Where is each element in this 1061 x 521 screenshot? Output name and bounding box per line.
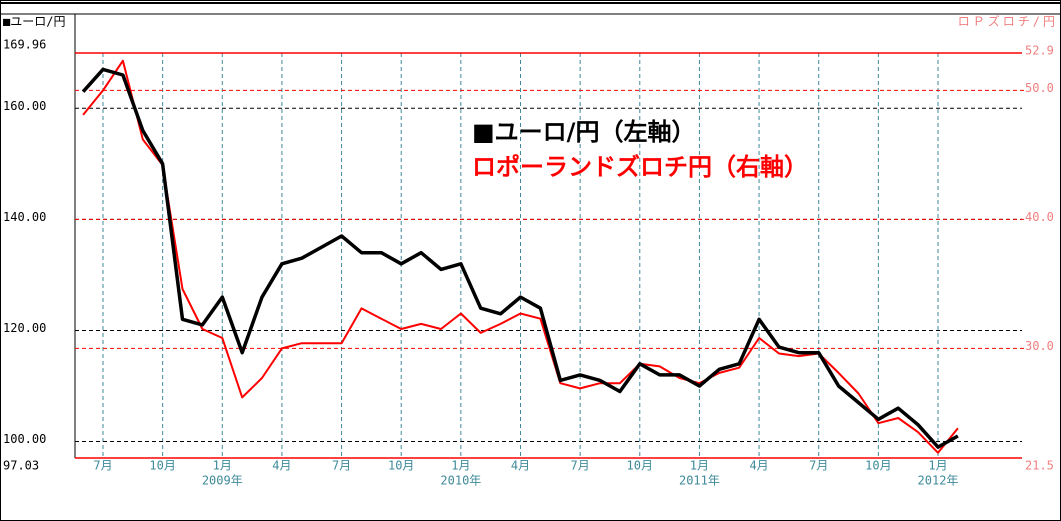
- x-tick-label: 1月: [451, 459, 470, 473]
- y2-tick-label: 30.0: [1025, 339, 1054, 353]
- x-tick-label: 4月: [749, 459, 768, 473]
- y-tick-label: 140.00: [3, 210, 46, 224]
- x-tick-label: 10月: [149, 459, 175, 473]
- x-tick-label: 7月: [332, 459, 351, 473]
- x-tick-label: 7月: [93, 459, 112, 473]
- x-tick-label: 10月: [865, 459, 891, 473]
- x-tick-label: 1月: [213, 459, 232, 473]
- y-tick-label: 169.96: [3, 38, 46, 52]
- x-tick-label: 4月: [272, 459, 291, 473]
- y-tick-label: 120.00: [3, 321, 46, 335]
- y2-tick-label: 52.9: [1025, 44, 1054, 58]
- y2-tick-label: 40.0: [1025, 210, 1054, 224]
- year-label: 2012年: [918, 474, 959, 488]
- x-tick-label: 7月: [809, 459, 828, 473]
- right-axis-title: ロＰズロチ/円: [958, 14, 1058, 29]
- y2-tick-label: 50.0: [1025, 81, 1054, 95]
- x-tick-label: 10月: [627, 459, 653, 473]
- year-label: 2010年: [440, 474, 481, 488]
- series-line: [81, 67, 959, 449]
- annotation: ■ユーロ/円（左軸）: [472, 118, 695, 146]
- y-tick-label: 100.00: [3, 432, 46, 446]
- y2-tick-label: 21.5: [1025, 459, 1054, 473]
- year-label: 2011年: [679, 474, 720, 488]
- y-tick-label: 97.03: [3, 459, 39, 473]
- y-tick-label: 160.00: [3, 99, 46, 113]
- x-tick-label: 4月: [511, 459, 530, 473]
- x-tick-label: 1月: [928, 459, 947, 473]
- annotation: ロポーランドズロチ円（右軸）: [472, 153, 808, 181]
- x-tick-label: 7月: [571, 459, 590, 473]
- left-axis-title: ■ユーロ/円: [3, 15, 65, 29]
- x-tick-label: 10月: [388, 459, 414, 473]
- year-label: 2009年: [202, 474, 243, 488]
- x-tick-label: 1月: [690, 459, 709, 473]
